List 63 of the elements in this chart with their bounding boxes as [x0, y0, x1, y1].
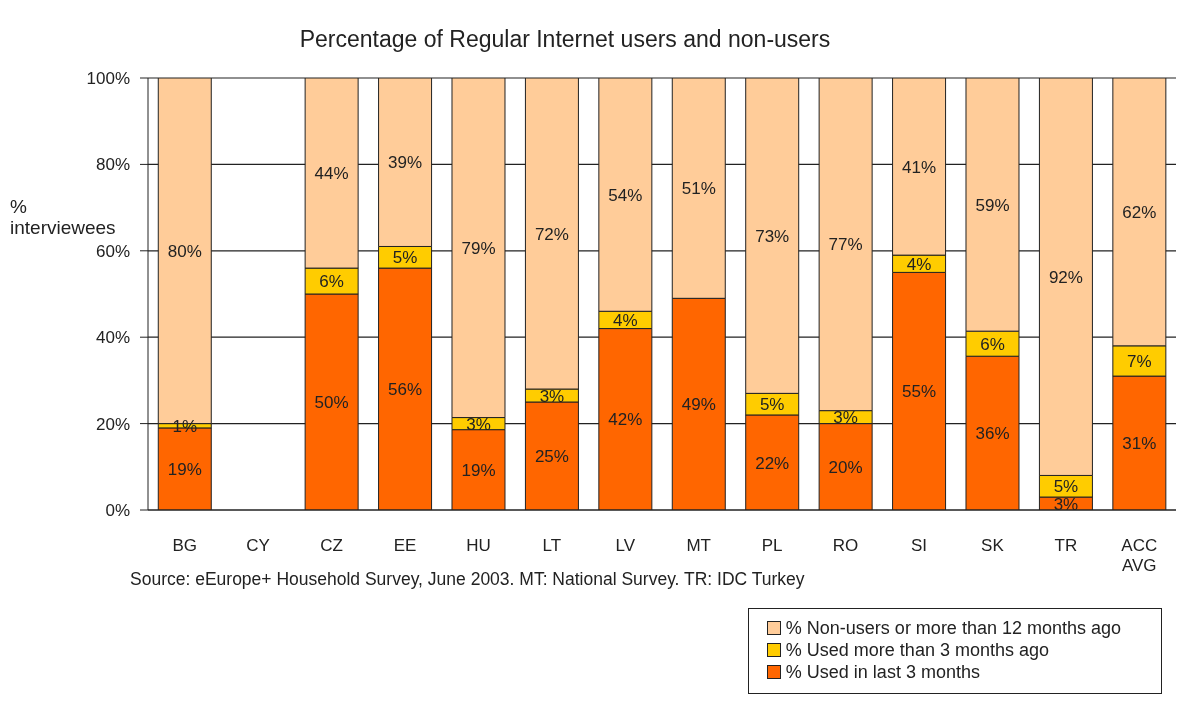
data-label: 19% — [461, 460, 496, 480]
y-tick-label: 60% — [95, 241, 130, 261]
data-label: 6% — [980, 334, 1005, 354]
data-label: 54% — [608, 185, 643, 205]
data-label: 79% — [461, 238, 496, 258]
chart-title: Percentage of Regular Internet users and non-users — [298, 26, 832, 53]
data-label: 73% — [755, 226, 790, 246]
x-tick-label: ACC AVG — [1121, 536, 1158, 575]
data-label: 80% — [167, 241, 202, 261]
data-label: 44% — [314, 164, 349, 184]
y-tick-label: 100% — [86, 69, 130, 89]
data-label: 42% — [608, 410, 643, 430]
data-label: 5% — [759, 395, 785, 415]
data-label: 5% — [1053, 477, 1079, 497]
data-label: 5% — [392, 248, 418, 268]
data-label: 72% — [534, 224, 569, 244]
data-label: 7% — [1127, 351, 1152, 371]
x-tick-label: SI — [910, 536, 928, 555]
data-label: 51% — [681, 179, 716, 199]
data-label: 36% — [975, 424, 1010, 444]
x-tick-label: LT — [542, 536, 562, 555]
y-axis-title: % interviewees — [10, 196, 117, 238]
data-label: 50% — [314, 393, 349, 413]
data-label: 59% — [975, 195, 1010, 215]
x-tick-label: RO — [832, 536, 859, 555]
data-label: 77% — [828, 235, 863, 255]
data-label: 3% — [833, 408, 858, 428]
x-tick-label: SK — [981, 536, 1005, 555]
data-label: 55% — [902, 382, 937, 402]
y-tick-label: 0% — [105, 501, 130, 521]
data-label: 31% — [1122, 434, 1157, 454]
x-tick-label: CY — [246, 536, 270, 555]
data-label: 62% — [1122, 202, 1157, 222]
data-label: 4% — [613, 310, 638, 330]
data-label: 6% — [319, 272, 344, 292]
data-label: 3% — [1053, 494, 1079, 514]
data-label: 3% — [466, 414, 491, 434]
data-label: 25% — [534, 447, 569, 467]
legend-label: % Non-users or more than 12 months ago — [785, 617, 1121, 639]
x-tick-label: EE — [393, 536, 417, 555]
x-tick-label: TR — [1054, 536, 1078, 555]
x-tick-label: PL — [761, 536, 783, 555]
x-tick-label: CZ — [320, 536, 343, 555]
data-label: 41% — [902, 157, 937, 177]
x-tick-label: HU — [466, 536, 491, 555]
data-label: 49% — [681, 395, 716, 415]
x-tick-label: LV — [615, 536, 636, 555]
data-label: 39% — [388, 153, 423, 173]
data-label: 56% — [388, 380, 423, 400]
source-note: Source: eEurope+ Household Survey, June 2003. MT: National Survey. TR: IDC Turkey — [130, 569, 805, 590]
data-label: 92% — [1048, 267, 1083, 287]
x-tick-label: BG — [172, 536, 197, 555]
x-tick-label: MT — [686, 536, 711, 555]
legend-label: % Used in last 3 months — [785, 661, 980, 683]
y-tick-label: 20% — [95, 414, 130, 434]
data-label: 19% — [167, 459, 202, 479]
data-label: 4% — [906, 254, 932, 274]
data-label: 22% — [755, 453, 790, 473]
data-label: 20% — [828, 457, 863, 477]
y-tick-label: 40% — [95, 328, 130, 348]
y-tick-label: 80% — [95, 155, 130, 175]
data-label: 3% — [539, 386, 565, 406]
legend-label: % Used more than 3 months ago — [785, 639, 1049, 661]
